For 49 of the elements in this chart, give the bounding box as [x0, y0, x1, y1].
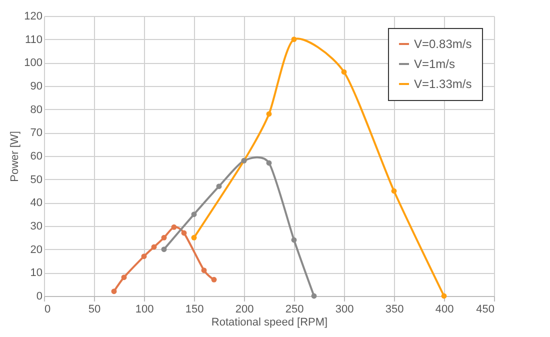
x-axis-title: Rotational speed [RPM] — [211, 316, 328, 328]
x-tick-label: 150 — [185, 304, 204, 316]
y-tick-label: 10 — [30, 267, 42, 280]
x-tick-label: 50 — [88, 304, 101, 316]
point — [151, 244, 157, 250]
point — [291, 36, 297, 42]
x-tick-label: 200 — [235, 304, 254, 316]
point — [441, 293, 447, 299]
point — [311, 293, 317, 299]
x-tick-label: 250 — [285, 304, 304, 316]
point — [161, 246, 167, 252]
point — [141, 254, 147, 260]
x-tick-label: 300 — [335, 304, 354, 316]
x-tick-label: 400 — [435, 304, 454, 316]
x-tick-label: 450 — [476, 304, 494, 316]
point — [171, 224, 177, 230]
x-tick-label: 0 — [44, 304, 51, 316]
point — [161, 234, 167, 240]
y-tick-label: 50 — [30, 174, 42, 186]
point — [266, 160, 272, 166]
y-tick-label: 30 — [30, 220, 42, 232]
y-tick-label: 20 — [30, 244, 42, 256]
point — [266, 111, 272, 117]
point — [211, 276, 217, 282]
legend-label: V=1m/s — [414, 57, 456, 71]
point — [121, 274, 127, 280]
point — [191, 212, 197, 218]
y-tick-label: 70 — [30, 127, 42, 140]
point — [216, 184, 222, 190]
y-tick-label: 110 — [24, 34, 42, 46]
legend-label: V=0.83m/s — [414, 37, 472, 51]
y-tick-label: 60 — [30, 150, 42, 162]
point — [111, 288, 117, 294]
y-tick-label: 80 — [30, 104, 42, 116]
point — [181, 230, 187, 236]
y-tick-label: 0 — [36, 290, 42, 302]
y-tick-label: 100 — [24, 57, 42, 70]
y-tick-label: 90 — [30, 80, 42, 92]
legend-label: V=1.33m/s — [414, 77, 472, 91]
point — [191, 234, 197, 240]
point — [201, 268, 207, 274]
x-tick-label: 350 — [385, 304, 404, 316]
point — [291, 237, 297, 243]
point — [391, 188, 397, 194]
y-tick-label: 120 — [24, 10, 42, 22]
x-tick-label: 100 — [135, 304, 154, 316]
y-axis-title: Power [W] — [9, 131, 22, 182]
y-tick-label: 40 — [30, 197, 42, 210]
point — [341, 69, 347, 75]
